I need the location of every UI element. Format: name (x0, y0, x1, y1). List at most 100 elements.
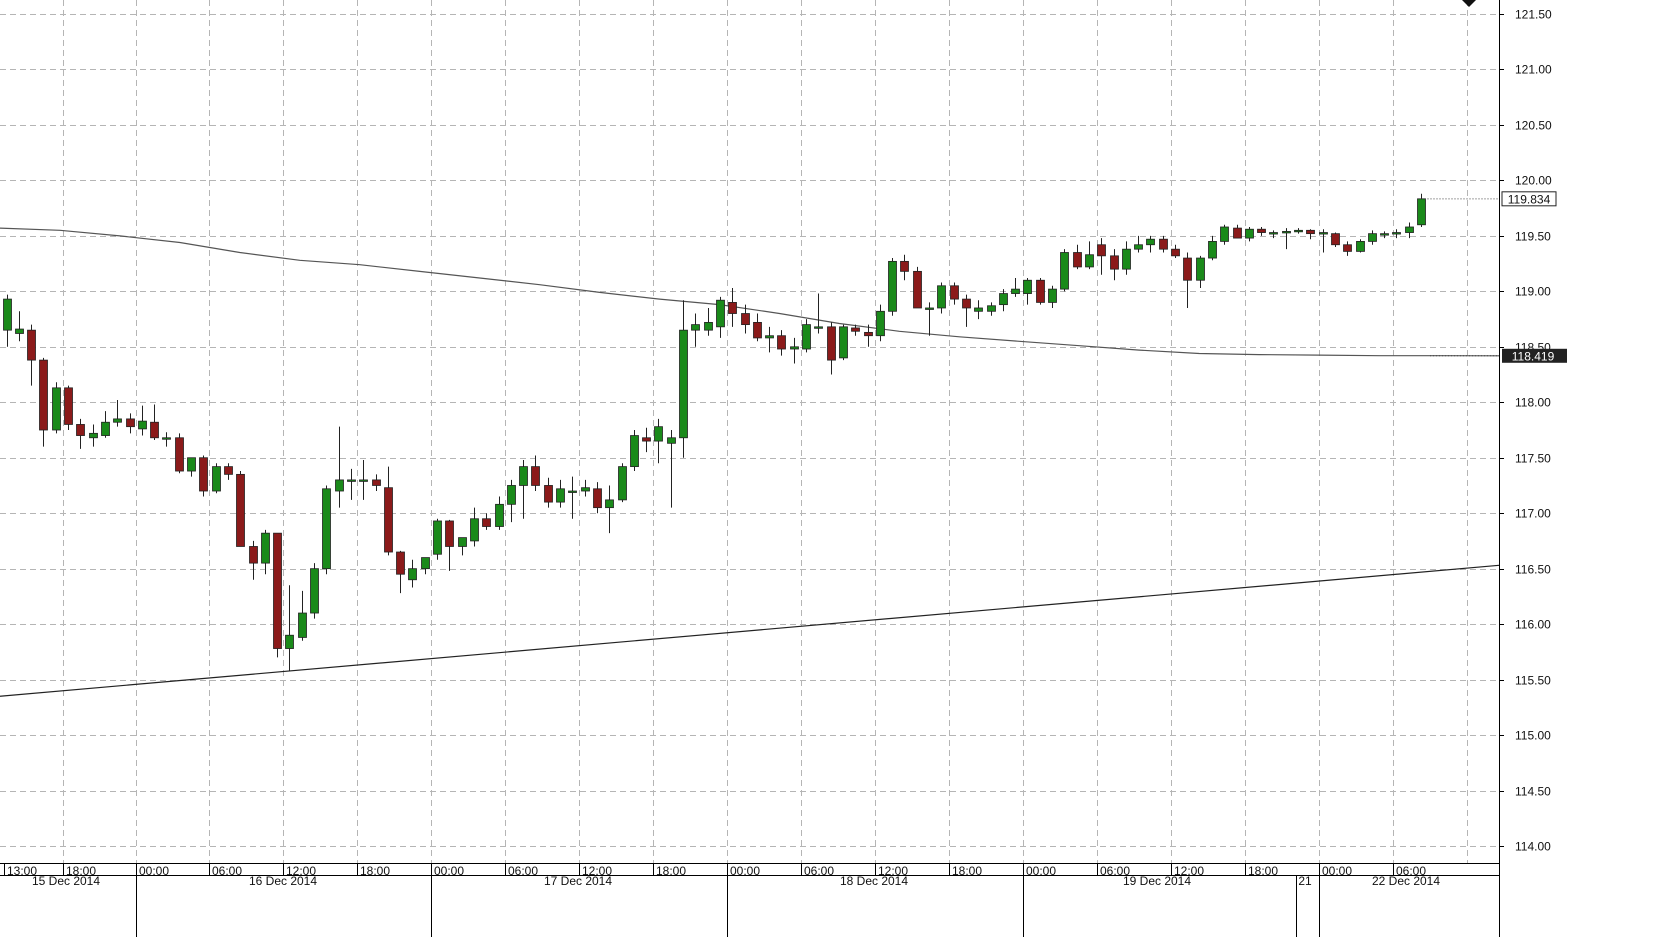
grid-lines (0, 0, 1499, 863)
candle (285, 585, 294, 671)
candle (888, 258, 897, 316)
x-time-label: 06:00 (1396, 864, 1426, 878)
candle (322, 485, 331, 575)
candle-body-down (1159, 238, 1168, 250)
candle-body-up (1122, 248, 1131, 270)
candle-body-up (1356, 241, 1365, 252)
candle-body-down (900, 260, 909, 272)
x-time-label: 06:00 (1100, 864, 1130, 878)
candle (1196, 255, 1205, 289)
y-tick-label: 120.00 (1515, 174, 1552, 188)
candle (741, 304, 750, 334)
y-tick-label: 115.00 (1515, 729, 1551, 743)
candle-body-down (64, 387, 73, 425)
candle-body-down (76, 424, 85, 436)
candle (937, 282, 946, 314)
candle-body-up (52, 387, 61, 431)
candle (913, 266, 922, 309)
candle-body-up (433, 520, 442, 555)
candle-body-up (814, 326, 823, 329)
x-date-label: 21 (1298, 874, 1312, 888)
candle (974, 300, 983, 320)
candle (1011, 278, 1020, 297)
candle-body-up (470, 518, 479, 542)
current-price-tag (1501, 191, 1557, 207)
y-tick-label: 120.50 (1515, 119, 1552, 133)
candle-body-up (408, 568, 417, 581)
candle-body-up (618, 466, 627, 501)
candle-body-down (1343, 244, 1352, 252)
candle (900, 254, 909, 281)
candle (1183, 252, 1192, 308)
candle-body-up (716, 299, 725, 328)
candle (1110, 249, 1119, 281)
candle (1392, 229, 1401, 239)
candle (1282, 228, 1291, 250)
candle-body-down (1331, 233, 1340, 246)
x-date-label: 15 Dec 2014 (32, 874, 100, 888)
axes: 114.00 114.50 115.00 115.50 116.00 116.50 117.… (0, 0, 1552, 937)
candle-body-down (224, 466, 233, 475)
candle-body-up (765, 335, 774, 339)
candle (765, 326, 774, 353)
candle-body-down (199, 457, 208, 492)
candle (482, 513, 491, 530)
candle-body-down (126, 418, 135, 428)
y-tick-label: 115.50 (1515, 674, 1551, 688)
indicator-lines (0, 227, 1500, 697)
candle-body-up (1294, 229, 1303, 233)
candle-body-up (1085, 254, 1094, 268)
candle (249, 540, 258, 580)
candle (421, 557, 430, 575)
candle (187, 457, 196, 477)
trend-line (0, 564, 1500, 697)
candle-body-up (974, 307, 983, 312)
x-date-label: 19 Dec 2014 (1123, 874, 1191, 888)
candle (89, 424, 98, 447)
candle-body-down (950, 285, 959, 300)
candle (1405, 222, 1414, 239)
candle (1073, 244, 1082, 270)
candle (1208, 235, 1217, 261)
candle (335, 426, 344, 508)
candle (654, 418, 663, 464)
candle-body-up (581, 487, 590, 492)
x-date-label: 18 Dec 2014 (840, 874, 908, 888)
candle (76, 418, 85, 449)
candle-body-up (3, 298, 12, 331)
y-tick-label: 121.50 (1515, 8, 1552, 22)
x-time-label: 12:00 (878, 864, 908, 878)
candle (630, 430, 639, 472)
x-time-label: 18:00 (66, 864, 96, 878)
candle (1134, 235, 1143, 253)
candle (716, 296, 725, 338)
y-tick-label: 118.00 (1515, 396, 1551, 410)
candle (224, 463, 233, 480)
candle-body-down (175, 437, 184, 472)
candle-body-up (335, 479, 344, 492)
candle-body-up (1060, 252, 1069, 290)
candle (987, 302, 996, 316)
candle (691, 313, 700, 347)
x-time-label: 18:00 (656, 864, 686, 878)
candle-body-down (482, 518, 491, 527)
candle (470, 507, 479, 547)
x-time-label: 00:00 (730, 864, 760, 878)
candle (950, 282, 959, 305)
scroll-marker-icon (1462, 0, 1476, 7)
candle (704, 307, 713, 336)
candle-body-up (999, 293, 1008, 306)
candle-body-up (113, 418, 122, 423)
candle-body-up (605, 499, 614, 509)
candle (1159, 235, 1168, 253)
candle-body-up (495, 503, 504, 527)
x-time-label: 18:00 (952, 864, 982, 878)
candle (839, 324, 848, 361)
candle (64, 385, 73, 430)
candle-body-up (421, 557, 430, 570)
candle (851, 324, 860, 336)
y-tick-label: 117.00 (1515, 507, 1551, 521)
candle-body-down (236, 473, 245, 547)
candle (310, 563, 319, 619)
